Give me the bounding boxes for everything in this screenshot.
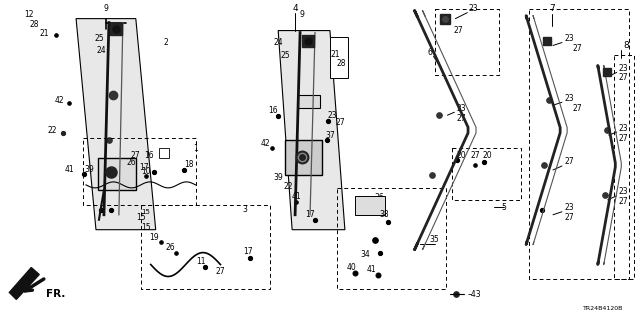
Text: 19: 19 [149,233,159,242]
Text: 28: 28 [336,59,346,68]
Text: 28: 28 [29,20,39,29]
Text: 27: 27 [335,118,345,127]
Text: 27: 27 [564,157,573,166]
Polygon shape [10,268,39,300]
Text: 39: 39 [84,165,94,174]
Text: 27: 27 [619,73,628,82]
Text: 27: 27 [456,114,466,123]
Bar [355,196,385,215]
Text: 20: 20 [456,150,466,160]
Text: 23: 23 [619,124,628,132]
Text: 26: 26 [166,243,175,252]
Text: TR24B4120B: TR24B4120B [583,306,623,311]
Text: 17: 17 [139,164,148,172]
Bar [98,158,136,190]
Text: 27: 27 [619,197,628,206]
Text: 23: 23 [564,94,573,103]
Text: 24: 24 [273,38,283,47]
Text: –43: –43 [467,290,481,299]
Polygon shape [76,19,156,230]
Text: 42: 42 [260,139,270,148]
Text: 12: 12 [24,10,34,19]
Text: 21: 21 [330,50,340,59]
Text: 16: 16 [268,106,278,115]
Text: 27: 27 [131,150,141,160]
Text: 1: 1 [193,144,198,153]
Text: 4: 4 [292,4,298,13]
Text: FR.: FR. [47,289,66,300]
Text: 2: 2 [163,38,168,47]
Text: 7: 7 [549,4,555,13]
Text: 38: 38 [380,210,390,219]
Text: 15: 15 [136,213,145,222]
Text: 39: 39 [273,173,283,182]
Text: 37: 37 [325,131,335,140]
Text: 17: 17 [243,247,253,256]
Text: 3: 3 [243,205,248,214]
Text: 41: 41 [64,165,74,174]
Text: 23: 23 [456,104,466,113]
Bar [285,140,322,175]
Text: 27: 27 [470,150,480,160]
Text: 21: 21 [40,29,49,38]
Text: 37: 37 [161,150,170,160]
Text: 23: 23 [564,203,573,212]
Bar [330,36,348,78]
Text: 27: 27 [619,133,628,143]
Text: 9: 9 [300,10,305,19]
Bar [298,95,320,108]
Text: 23: 23 [619,64,628,73]
Text: 23: 23 [327,111,337,120]
Text: 18: 18 [184,160,193,170]
Text: 17: 17 [305,210,315,219]
Text: 15: 15 [141,223,150,232]
Text: 40: 40 [347,263,356,272]
Text: 25: 25 [94,34,104,43]
Text: 26: 26 [126,158,136,167]
Text: 15: 15 [141,209,150,215]
Text: 27: 27 [454,26,463,35]
Text: 27: 27 [216,267,225,276]
Text: 41: 41 [367,265,376,274]
Bar [159,148,169,158]
Text: 20: 20 [483,150,492,160]
Text: 27: 27 [564,213,573,222]
Text: 5: 5 [502,203,507,212]
Text: 9: 9 [104,4,108,13]
Text: 25: 25 [280,51,290,60]
Text: 22: 22 [284,182,293,191]
Text: 11: 11 [196,257,205,266]
Text: 35: 35 [429,235,440,244]
Text: 34: 34 [360,250,370,259]
Text: 27: 27 [572,44,582,53]
Text: 8: 8 [624,41,630,50]
Text: 22: 22 [47,126,57,135]
Text: 12: 12 [332,41,342,50]
Polygon shape [278,31,345,230]
Text: 41: 41 [291,192,301,201]
Text: 36: 36 [375,193,385,202]
Text: 6: 6 [427,48,432,57]
Text: 24: 24 [96,46,106,55]
Text: 23: 23 [468,4,478,13]
Text: 42: 42 [54,96,64,105]
Text: 10: 10 [141,167,150,176]
Text: 23: 23 [564,34,573,43]
Text: 27: 27 [572,104,582,113]
Text: 16: 16 [144,150,154,160]
Text: 23: 23 [619,188,628,196]
